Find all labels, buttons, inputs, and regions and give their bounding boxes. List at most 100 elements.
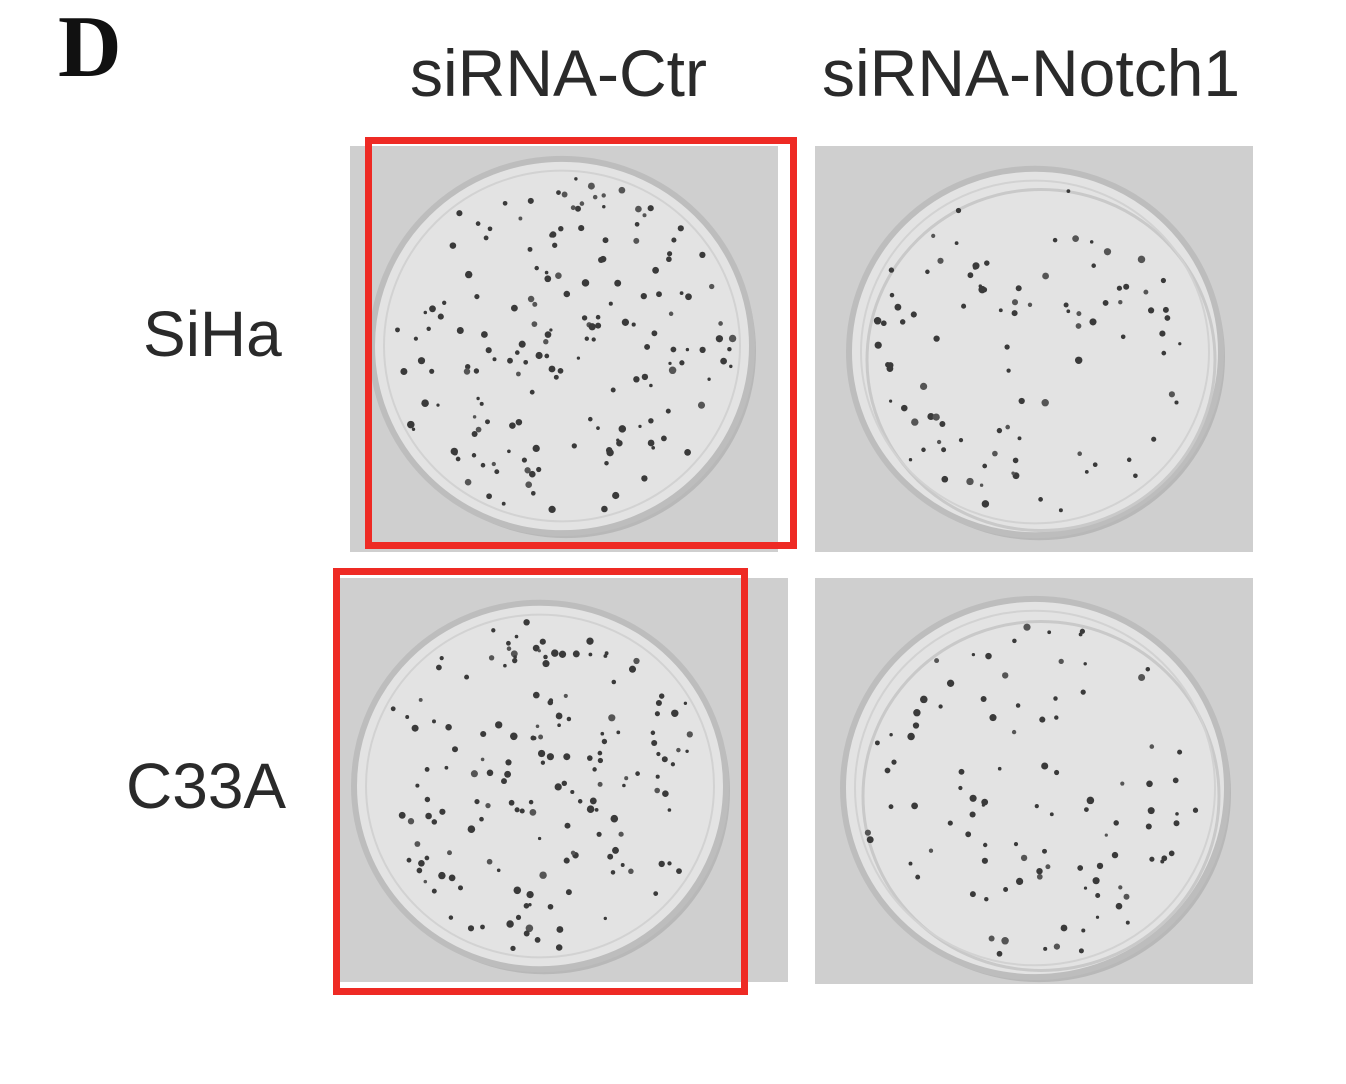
colony bbox=[405, 715, 410, 719]
colony bbox=[407, 420, 415, 429]
colony bbox=[891, 759, 897, 765]
colony bbox=[908, 861, 913, 866]
colony bbox=[988, 935, 995, 942]
colony bbox=[654, 787, 661, 794]
colony bbox=[1102, 299, 1109, 306]
colony bbox=[889, 732, 893, 737]
colony bbox=[602, 237, 609, 244]
petri-dish-siha-sirna-notch1 bbox=[846, 165, 1225, 541]
colony bbox=[697, 401, 706, 409]
colony bbox=[523, 930, 530, 937]
colony bbox=[1023, 623, 1031, 631]
colony bbox=[996, 950, 1003, 957]
colony bbox=[1039, 716, 1046, 723]
colony bbox=[563, 753, 571, 761]
colony bbox=[570, 789, 575, 795]
colony bbox=[1113, 820, 1119, 826]
colony bbox=[633, 657, 640, 665]
colony bbox=[447, 850, 452, 856]
colony bbox=[592, 194, 598, 200]
colony bbox=[1011, 310, 1018, 317]
colony bbox=[421, 399, 429, 407]
colony bbox=[608, 714, 616, 722]
colony bbox=[671, 237, 677, 243]
colony bbox=[1138, 673, 1146, 682]
colony bbox=[602, 204, 606, 209]
colony bbox=[574, 177, 578, 181]
colony bbox=[984, 896, 989, 902]
colony bbox=[523, 903, 530, 909]
colony bbox=[932, 413, 940, 421]
colony bbox=[561, 780, 568, 787]
colony bbox=[455, 456, 461, 462]
colony bbox=[967, 272, 974, 279]
colony bbox=[649, 383, 653, 388]
colony bbox=[635, 771, 640, 776]
colony bbox=[915, 874, 921, 880]
colony bbox=[1083, 886, 1088, 890]
colony bbox=[1066, 309, 1071, 314]
colony bbox=[457, 885, 464, 891]
colony bbox=[426, 326, 431, 332]
colony bbox=[620, 863, 625, 867]
colony bbox=[395, 327, 400, 333]
colony bbox=[683, 701, 688, 705]
colony bbox=[547, 699, 554, 706]
colony bbox=[552, 242, 558, 248]
highlight-box-c33a-sirna-ctr bbox=[333, 568, 748, 995]
colony bbox=[540, 760, 546, 765]
colony bbox=[611, 679, 617, 685]
colony bbox=[1092, 462, 1098, 468]
highlight-box-siha-sirna-ctr bbox=[365, 137, 797, 549]
colony bbox=[542, 660, 550, 668]
colony bbox=[650, 730, 656, 736]
colony bbox=[1002, 672, 1009, 679]
colony bbox=[1173, 820, 1180, 827]
colony bbox=[502, 200, 508, 206]
colony bbox=[485, 419, 490, 425]
colony bbox=[486, 769, 494, 777]
colony bbox=[1089, 240, 1094, 244]
colony bbox=[475, 221, 481, 226]
colony bbox=[415, 783, 420, 788]
colony bbox=[651, 330, 658, 337]
colony bbox=[431, 888, 437, 894]
colony bbox=[597, 757, 604, 764]
colony bbox=[556, 190, 561, 195]
colony bbox=[525, 481, 533, 489]
colony bbox=[668, 361, 672, 366]
colony bbox=[1058, 508, 1063, 513]
colony bbox=[1036, 868, 1043, 875]
colony bbox=[1011, 299, 1019, 306]
colony bbox=[528, 799, 534, 805]
colony bbox=[535, 351, 543, 360]
colony bbox=[417, 357, 426, 365]
colony bbox=[1045, 864, 1051, 870]
colony bbox=[1076, 311, 1082, 317]
colony bbox=[1015, 285, 1022, 292]
colony bbox=[628, 665, 637, 673]
colony bbox=[912, 722, 920, 729]
colony bbox=[1125, 920, 1130, 925]
colony bbox=[491, 461, 496, 467]
colony bbox=[647, 439, 655, 447]
colony bbox=[1084, 807, 1089, 812]
colony bbox=[729, 364, 733, 369]
colony bbox=[628, 868, 634, 875]
colony bbox=[553, 374, 559, 380]
colony bbox=[544, 270, 549, 275]
colony bbox=[1036, 873, 1043, 880]
petri-dish-c33a-sirna-notch1 bbox=[840, 595, 1231, 983]
colony bbox=[911, 418, 919, 426]
colony bbox=[565, 889, 572, 896]
colony bbox=[969, 794, 977, 802]
colony bbox=[908, 458, 913, 462]
colony bbox=[555, 272, 562, 279]
colony bbox=[521, 457, 527, 463]
colony bbox=[671, 709, 679, 718]
colony bbox=[665, 408, 671, 414]
colony bbox=[556, 926, 564, 933]
colony bbox=[451, 746, 459, 753]
colony bbox=[1001, 937, 1009, 945]
colony bbox=[586, 805, 595, 813]
